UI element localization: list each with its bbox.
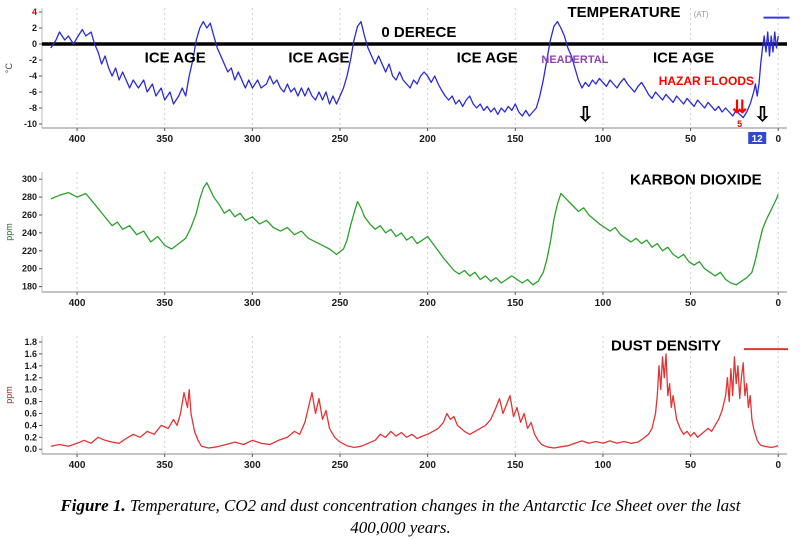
dust-density-plot: 400 350 300 250 200 150 100 50 0 1.8 1.6 1.4 1.2 1.0 0…: [4, 336, 788, 471]
carbon-dioxide-line: [50, 182, 779, 286]
x-tick-label: 50: [685, 460, 697, 471]
ice-age-label-1: ICE AGE: [145, 49, 206, 66]
x-tick-label: 150: [507, 134, 524, 145]
dust-title: DUST DENSITY: [611, 337, 721, 354]
x-tick-label: 400: [69, 460, 86, 471]
zero-degree-label: 0 DERECE: [381, 24, 456, 41]
y-tick-label: 0.8: [24, 397, 37, 407]
x-tick-highlight: [748, 132, 767, 144]
x-tick-label: 200: [419, 460, 436, 471]
y-tick-label: 1.4: [24, 361, 37, 371]
y-tick-label: -8: [29, 103, 37, 113]
y-tick-label: 0.4: [24, 420, 37, 430]
neadertal-label: NEADERTAL: [541, 54, 608, 66]
figure-caption-text: Temperature, CO2 and dust concentration …: [125, 496, 741, 538]
y-tick-label: 220: [22, 246, 37, 256]
carbon-dioxide-y-axis-label: ppm: [4, 223, 14, 241]
dust-density-y-axis-label: ppm: [4, 386, 14, 404]
y-tick-label: 0.2: [24, 432, 37, 442]
carbon-dioxide-plot: 400 350 300 250 200 150 100 50 0 300 280 260 240 220 2…: [4, 172, 787, 309]
figure-caption: Figure 1. Temperature, CO2 and dust conc…: [51, 495, 751, 540]
x-tick-label: 250: [332, 134, 349, 145]
figure-caption-label: Figure 1.: [60, 496, 126, 515]
hazar-flood-arrows: ⇊: [732, 97, 747, 117]
x-tick-label: 300: [244, 298, 261, 309]
x-tick-label: 250: [332, 298, 349, 309]
y-tick-label: 0: [32, 39, 37, 49]
x-tick-label: 150: [507, 298, 524, 309]
temperature-y-axis-label: °C: [4, 62, 14, 73]
x-tick-label: 0: [775, 298, 781, 309]
x-tick-label: 0: [775, 460, 781, 471]
temperature-title-suffix: (AT): [694, 10, 709, 19]
ice-age-label-4: ICE AGE: [653, 49, 714, 66]
y-tick-label: 0.0: [24, 444, 37, 454]
y-tick-label: 240: [22, 228, 37, 238]
temperature-plot: 400 350 300 250 200 150 100 50 0 12 4 2 0 -2 -4 -6 -8 -10…: [4, 4, 790, 145]
carbon-dioxide-chart: 400 350 300 250 200 150 100 50 0 300 280 260 240 220 2…: [2, 166, 799, 319]
y-tick-label: 300: [22, 174, 37, 184]
hazar-flood-number: 5: [737, 119, 742, 129]
x-tick-label: 300: [244, 460, 261, 471]
x-tick-label: 100: [595, 298, 612, 309]
y-tick-label: -6: [29, 87, 37, 97]
x-tick-label: 200: [419, 134, 436, 145]
y-tick-label: 2: [32, 23, 37, 33]
x-tick-label: 100: [595, 134, 612, 145]
x-tick-label: 350: [156, 298, 173, 309]
x-tick-label: 400: [69, 134, 86, 145]
x-tick-label: 0: [775, 134, 781, 145]
ice-age-label-2: ICE AGE: [288, 49, 349, 66]
y-tick-label: -10: [24, 119, 37, 129]
x-tick-label: 50: [685, 134, 697, 145]
y-tick-label: 1.0: [24, 385, 37, 395]
temperature-line: [50, 20, 779, 119]
y-tick-label: 1.8: [24, 337, 37, 347]
x-tick-label: 50: [685, 298, 697, 309]
y-tick-label: 0.6: [24, 408, 37, 418]
x-tick-label: 350: [156, 134, 173, 145]
y-tick-label: 200: [22, 264, 37, 274]
y-tick-label: 260: [22, 210, 37, 220]
dust-density-chart: 400 350 300 250 200 150 100 50 0 1.8 1.6 1.4 1.2 1.0 0…: [2, 330, 799, 481]
x-tick-label: 400: [69, 298, 86, 309]
y-tick-label: 1.6: [24, 349, 37, 359]
x-tick-label: 250: [332, 460, 349, 471]
x-tick-label: 100: [595, 460, 612, 471]
y-tick-label: -4: [29, 71, 37, 81]
temperature-chart: 400 350 300 250 200 150 100 50 0 12 4 2 0 -2 -4 -6 -8 -10…: [2, 2, 799, 159]
x-tick-label: 150: [507, 460, 524, 471]
co2-title: KARBON DIOXIDE: [630, 172, 762, 189]
x-tick-label: 350: [156, 460, 173, 471]
event-arrow-1: ⇩: [577, 104, 594, 126]
temperature-title: TEMPERATURE: [567, 4, 680, 21]
y-tick-label: -2: [29, 55, 37, 65]
x-tick-label: 300: [244, 134, 261, 145]
hazar-floods-label: HAZAR FLOODS: [659, 74, 754, 88]
event-arrow-2: ⇩: [754, 104, 771, 126]
x-tick-label: 200: [419, 298, 436, 309]
y-tick-label: 180: [22, 282, 37, 292]
ice-age-label-3: ICE AGE: [457, 49, 518, 66]
y-tick-label: 4: [32, 7, 37, 17]
y-tick-label: 280: [22, 192, 37, 202]
x-tick-label-highlighted: 12: [752, 134, 764, 145]
y-tick-label: 1.2: [24, 373, 37, 383]
dust-density-line: [50, 353, 779, 449]
